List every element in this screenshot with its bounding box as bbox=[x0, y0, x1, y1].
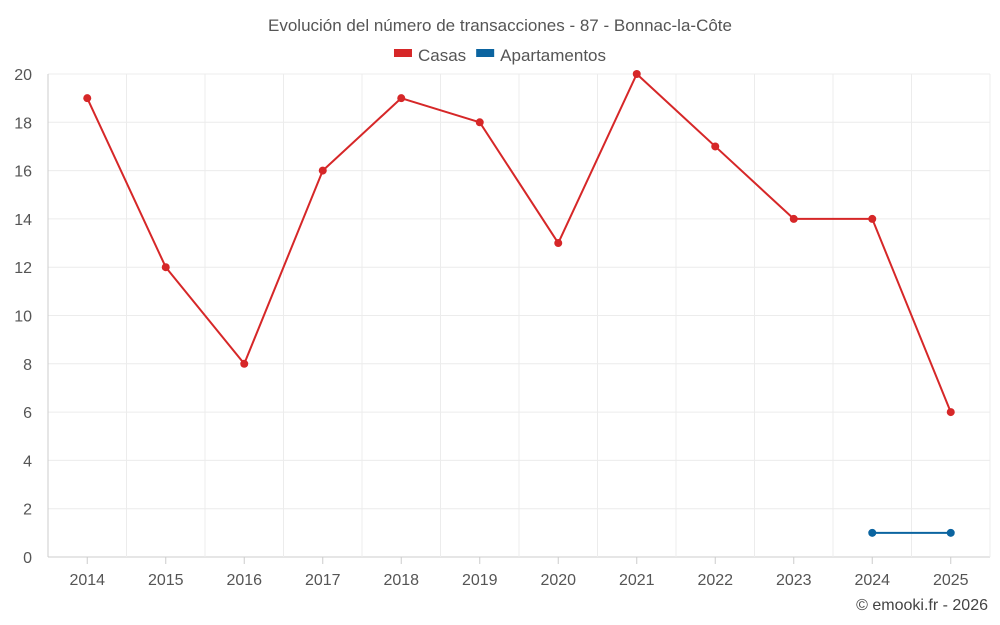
data-point-apartamentos-2025[interactable] bbox=[946, 528, 955, 537]
data-point-casas-2021[interactable] bbox=[632, 70, 641, 78]
y-tick-label: 20 bbox=[14, 67, 32, 84]
legend-swatch-apartamentos[interactable] bbox=[476, 49, 495, 57]
x-tick-label-2018: 2018 bbox=[383, 572, 419, 589]
legend: Casas Apartamentos bbox=[393, 46, 606, 65]
x-tick-label-2015: 2015 bbox=[148, 572, 184, 589]
legend-swatch-casas[interactable] bbox=[393, 49, 412, 57]
y-tick-label: 18 bbox=[14, 115, 32, 132]
credit-text: © emooki.fr - 2026 bbox=[856, 597, 988, 614]
y-tick-label: 14 bbox=[14, 212, 32, 229]
data-point-casas-2016[interactable] bbox=[240, 359, 249, 368]
series-casas bbox=[83, 70, 955, 417]
x-tick-label-2023: 2023 bbox=[776, 572, 812, 589]
y-tick-label: 16 bbox=[14, 164, 32, 181]
x-tick-label-2019: 2019 bbox=[462, 572, 498, 589]
y-axis-ticks: 0 2 4 6 8 10 12 14 16 18 20 bbox=[14, 67, 32, 567]
x-axis-ticks: 2014 2015 2016 2017 2018 2019 2020 2021 2022 2023… bbox=[69, 557, 969, 589]
x-tick-label-2017: 2017 bbox=[305, 572, 341, 589]
series-line-casas bbox=[86, 73, 952, 413]
y-tick-label: 0 bbox=[23, 550, 32, 567]
y-tick-label: 4 bbox=[23, 453, 32, 470]
data-point-casas-2018[interactable] bbox=[397, 94, 406, 103]
chart-title: Evolución del número de transacciones - … bbox=[268, 16, 732, 35]
legend-label-casas: Casas bbox=[418, 46, 466, 65]
legend-label-apartamentos: Apartamentos bbox=[500, 46, 606, 65]
data-point-casas-2019[interactable] bbox=[475, 118, 484, 127]
x-tick-label-2021: 2021 bbox=[619, 572, 655, 589]
data-point-apartamentos-2024[interactable] bbox=[868, 528, 877, 537]
data-point-casas-2022[interactable] bbox=[711, 142, 720, 151]
gridlines bbox=[47, 73, 991, 558]
x-tick-label-2022: 2022 bbox=[697, 572, 733, 589]
x-tick-label-2020: 2020 bbox=[540, 572, 576, 589]
data-point-casas-2015[interactable] bbox=[161, 263, 170, 272]
y-tick-label: 10 bbox=[14, 309, 32, 326]
x-tick-label-2016: 2016 bbox=[226, 572, 262, 589]
x-tick-label-2025: 2025 bbox=[933, 572, 969, 589]
x-tick-label-2024: 2024 bbox=[854, 572, 890, 589]
series-layer bbox=[83, 70, 955, 537]
data-point-casas-2025[interactable] bbox=[946, 408, 955, 417]
y-tick-label: 2 bbox=[23, 502, 32, 519]
y-tick-label: 6 bbox=[23, 405, 32, 422]
series-apartamentos bbox=[868, 528, 955, 537]
data-point-casas-2020[interactable] bbox=[554, 239, 563, 248]
y-tick-label: 8 bbox=[23, 357, 32, 374]
data-point-casas-2024[interactable] bbox=[868, 214, 877, 223]
data-point-casas-2023[interactable] bbox=[789, 214, 798, 223]
data-point-casas-2017[interactable] bbox=[318, 166, 327, 175]
data-point-casas-2014[interactable] bbox=[83, 94, 92, 103]
y-tick-label: 12 bbox=[14, 260, 32, 277]
x-tick-label-2014: 2014 bbox=[69, 572, 105, 589]
